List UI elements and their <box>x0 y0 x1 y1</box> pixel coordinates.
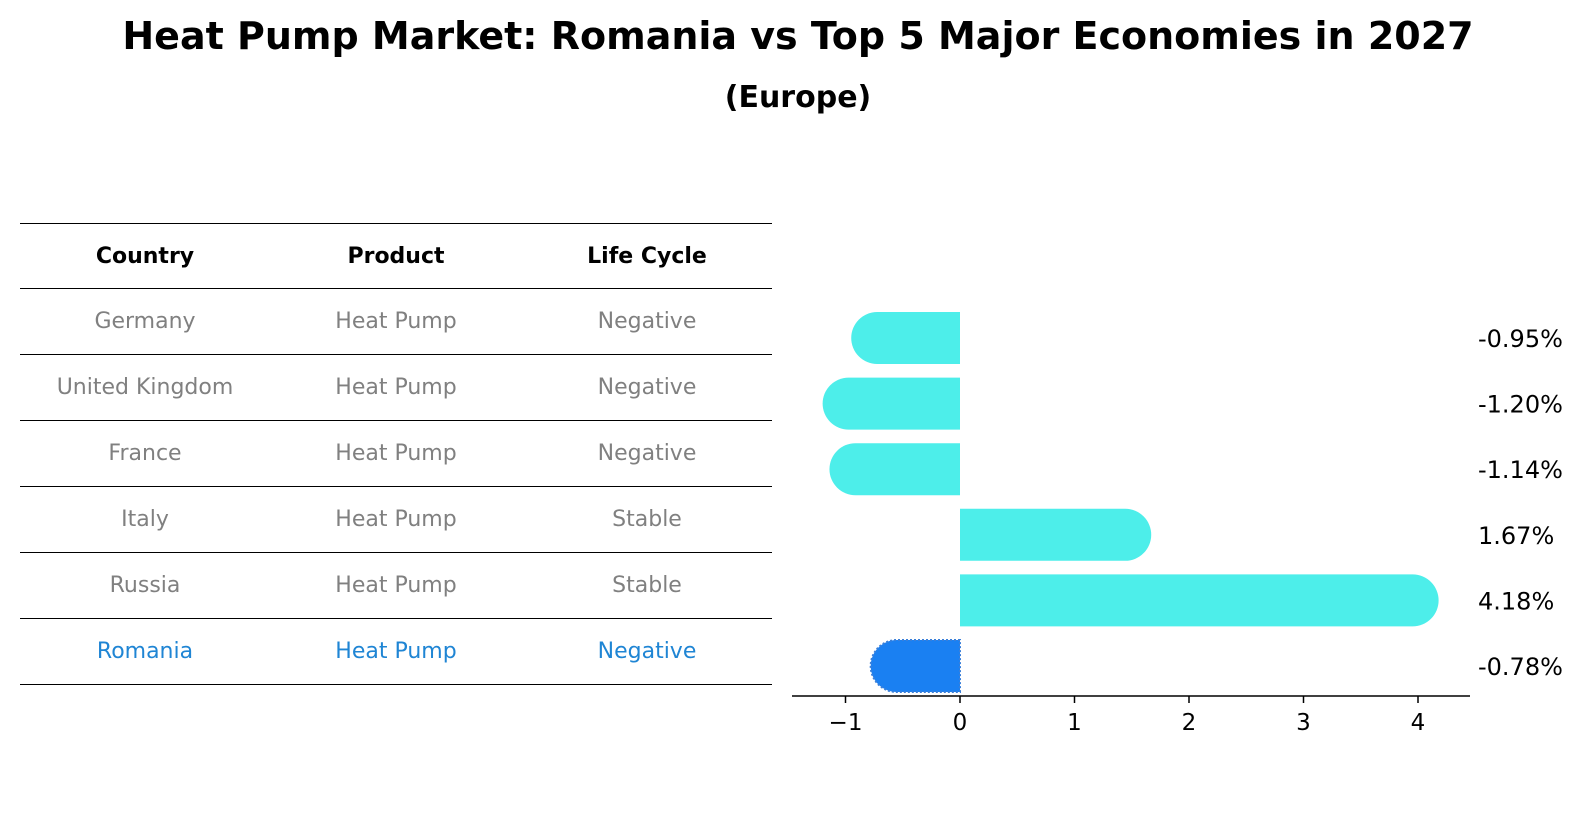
x-tick-label: 3 <box>1296 710 1311 736</box>
x-tick-label: 2 <box>1182 710 1197 736</box>
value-label: -0.78% <box>1478 653 1563 681</box>
x-tick-label: 4 <box>1411 710 1426 736</box>
country-cell: France <box>108 441 182 466</box>
life-cycle-cell: Negative <box>597 309 697 334</box>
bar <box>960 574 1439 627</box>
table-header-row: Country Product Life Cycle <box>20 223 772 289</box>
value-label: -1.20% <box>1478 391 1563 419</box>
bar <box>822 377 960 430</box>
table-row: United Kingdom Heat Pump Negative <box>20 355 772 421</box>
bar <box>960 508 1152 561</box>
country-cell: Italy <box>121 507 169 532</box>
x-tick-label: −1 <box>829 710 863 736</box>
chart-subtitle: (Europe) <box>724 80 872 115</box>
value-label: -0.95% <box>1478 325 1563 353</box>
chart-title: Heat Pump Market: Romania vs Top 5 Major… <box>122 14 1474 58</box>
column-header-life-cycle: Life Cycle <box>587 243 707 269</box>
product-cell: Heat Pump <box>335 309 457 334</box>
product-cell: Heat Pump <box>335 507 457 532</box>
table-row: Russia Heat Pump Stable <box>20 553 772 619</box>
x-tick-label: 0 <box>953 710 968 736</box>
country-cell: United Kingdom <box>56 375 234 400</box>
table-row: Germany Heat Pump Negative <box>20 289 772 355</box>
table-row: Italy Heat Pump Stable <box>20 487 772 553</box>
life-cycle-cell: Stable <box>612 573 682 598</box>
country-table: Country Product Life Cycle Germany Heat … <box>20 223 772 685</box>
value-label: -1.14% <box>1478 456 1563 484</box>
x-tick-label: 1 <box>1067 710 1082 736</box>
product-cell: Heat Pump <box>335 375 457 400</box>
table-row: France Heat Pump Negative <box>20 421 772 487</box>
country-cell: Germany <box>94 309 196 334</box>
product-cell: Heat Pump <box>335 639 457 664</box>
life-cycle-cell: Stable <box>612 507 682 532</box>
bar <box>829 443 960 496</box>
bar-highlighted <box>869 639 961 693</box>
life-cycle-cell: Negative <box>597 639 697 664</box>
product-cell: Heat Pump <box>335 441 457 466</box>
life-cycle-cell: Negative <box>597 441 697 466</box>
product-cell: Heat Pump <box>335 573 457 598</box>
column-header-product: Product <box>347 243 445 269</box>
country-cell: Russia <box>109 573 181 598</box>
table-row-highlighted: Romania Heat Pump Negative <box>20 619 772 685</box>
life-cycle-cell: Negative <box>597 375 697 400</box>
column-header-country: Country <box>95 243 195 269</box>
value-label: 4.18% <box>1478 587 1554 615</box>
bar <box>851 312 960 364</box>
value-label: 1.67% <box>1478 522 1554 550</box>
country-cell: Romania <box>96 639 194 664</box>
